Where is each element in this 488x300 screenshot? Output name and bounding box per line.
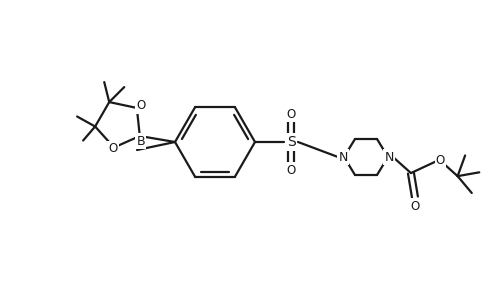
Text: B: B <box>136 134 145 148</box>
Text: O: O <box>286 107 295 121</box>
Text: O: O <box>136 99 145 112</box>
Text: S: S <box>286 135 295 149</box>
Text: O: O <box>409 200 419 213</box>
Text: N: N <box>338 151 347 164</box>
Text: O: O <box>286 164 295 176</box>
Text: O: O <box>435 154 444 167</box>
Text: N: N <box>384 151 393 164</box>
Text: O: O <box>108 142 118 155</box>
